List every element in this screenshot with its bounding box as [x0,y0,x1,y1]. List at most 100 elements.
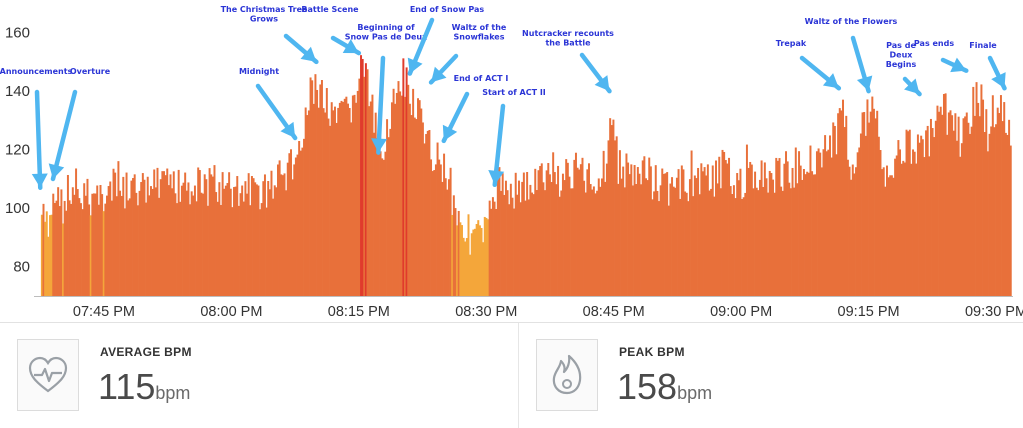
heart-rate-bar [765,178,768,296]
heart-rate-bar [343,98,346,296]
heart-rate-bar [386,119,389,296]
heart-rate-bar [555,184,558,296]
heart-rate-bar [294,157,297,296]
y-tick-label: 100 [5,200,30,217]
heart-rate-bar [688,179,691,296]
heart-rate-bar [988,133,991,296]
heart-rate-bar [263,174,266,296]
heart-rate-bar [679,198,682,296]
annotation-label: Waltz of the Flowers [805,17,898,26]
heart-rate-bar [275,187,278,296]
heart-rate-bar [451,214,454,296]
heart-rate-bar [618,150,621,296]
heart-rate-bar [744,192,747,296]
heart-rate-bar [845,115,848,296]
heart-rate-bar [104,203,107,296]
heart-rate-bar [912,149,915,296]
heart-rate-bar [226,183,229,296]
heart-rate-bar [106,195,108,296]
heart-rate-bar [1009,145,1012,296]
annotation-arrowhead [300,46,317,62]
heart-rate-bar [685,192,688,296]
heart-rate-bar [741,199,744,296]
heart-rate-bar [218,182,221,296]
heart-rate-bar [557,165,560,296]
annotation-label: Midnight [239,67,279,76]
heart-rate-bar [255,184,258,296]
heart-rate-bar [423,143,426,296]
heart-rate-bar [73,194,76,296]
heart-rate-bar [892,177,895,296]
heart-rate-bar [485,217,488,296]
heart-rate-bar [540,163,543,296]
heart-rate-chart-svg: 80 100 120 140 160 07:45 PM 08:00 PM 08:15 PM 08… [0,5,1023,320]
heart-rate-bar [522,172,525,296]
heart-rate-bar [809,145,812,296]
heart-rate-bar [500,190,503,296]
heart-rate-bar [363,76,366,296]
x-tick-label: 08:00 PM [200,304,262,320]
heart-rate-bar [651,199,654,296]
heart-rate-bar [276,164,279,296]
heart-rate-bar [913,151,916,296]
heart-rate-bar [376,138,379,296]
heart-rate-bar [736,173,739,296]
heart-rate-bar [589,184,592,296]
heart-rate-bar [475,224,478,296]
heart-rate-bar [154,187,157,296]
annotation-arrowhead [407,57,423,74]
heart-rate-bar [586,169,589,296]
heart-rate-bar [548,174,551,296]
heart-rate-bar [814,174,817,296]
heart-rate-bar [338,102,341,297]
heart-rate-bar [96,185,99,296]
heart-rate-bar [216,201,219,296]
heart-rate-bar [775,157,778,296]
heart-rate-bar [938,111,941,296]
heart-rate-bar [985,109,988,296]
heart-rate-bar [925,130,928,296]
heart-rate-bar [1004,132,1007,296]
heart-rate-bar [478,225,481,296]
average-bpm-value: 115bpm [98,366,191,407]
heart-rate-bar [726,163,729,296]
heart-rate-bar [78,198,81,296]
heart-rate-bar [491,197,494,296]
heart-rate-bar [755,187,758,296]
heart-rate-bar [745,144,748,296]
heart-rate-bar [40,214,43,296]
heart-rate-bar [750,164,753,296]
heart-rate-bar [697,167,700,296]
heart-rate-bar [47,236,50,296]
heart-rate-bar [539,166,542,296]
annotation-arrowhead [371,138,388,153]
heart-rate-bar [749,161,752,296]
heart-rate-bar [161,171,164,296]
heart-rate-bar [822,149,825,296]
heart-rate-bar [273,185,276,296]
heart-rate-bar [364,63,367,297]
heart-rate-bar [531,192,533,296]
heart-rate-bar [908,129,911,296]
heart-rate-bar [115,196,118,296]
heart-rate-bar [53,203,56,296]
heart-rate-bar [480,227,483,296]
heart-rate-bar [628,174,631,296]
heart-rate-bar [498,167,501,296]
heart-rate-bar [571,188,574,296]
heart-rate-bar [592,186,595,296]
annotation-arrow [50,89,78,182]
heart-rate-bar [392,88,395,296]
heart-rate-bar [824,135,827,296]
heart-rate-bar [189,204,192,296]
heart-rate-bar [237,205,240,296]
y-tick-label: 120 [5,142,30,159]
heart-rate-bar [817,148,820,296]
heart-rate-bar [164,175,167,296]
heart-rate-bar [208,168,211,296]
heart-rate-bar [604,181,607,296]
heart-rate-bar [360,55,363,296]
heart-rate-bar [889,175,892,296]
annotation-label: Nutcracker recounts the Battle [522,29,614,48]
